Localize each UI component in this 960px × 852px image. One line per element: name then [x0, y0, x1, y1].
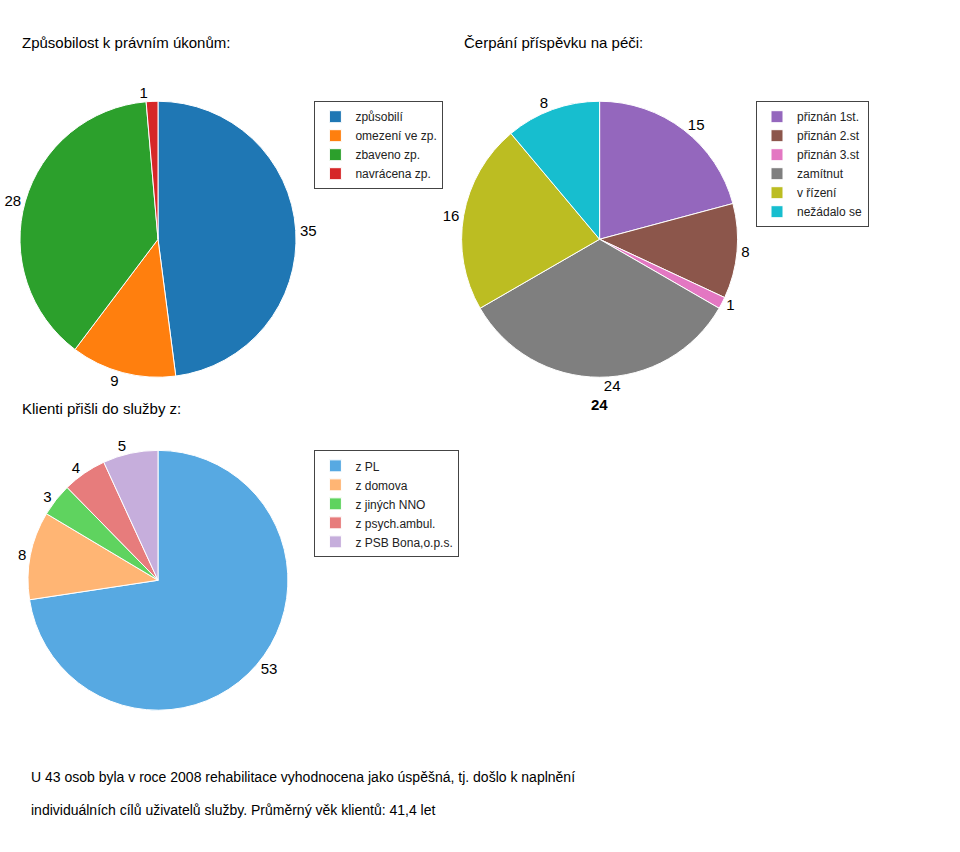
svg-text:9: 9: [110, 372, 118, 389]
svg-text:53: 53: [261, 660, 278, 677]
svg-text:z PSB Bona,o.p.s.: z PSB Bona,o.p.s.: [355, 536, 452, 550]
svg-text:1: 1: [726, 296, 734, 313]
svg-text:Čerpání příspěvku na péči:: Čerpání příspěvku na péči:: [464, 34, 643, 51]
svg-text:přiznán 3.st: přiznán 3.st: [797, 148, 860, 162]
svg-text:U 43 osob byla v roce 2008 reh: U 43 osob byla v roce 2008 rehabilitace …: [31, 769, 575, 785]
svg-text:navrácena zp.: navrácena zp.: [355, 167, 430, 181]
svg-text:nežádalo se: nežádalo se: [797, 205, 862, 219]
svg-text:z jiných NNO: z jiných NNO: [355, 498, 425, 512]
svg-text:Klienti přišli do služby z:: Klienti přišli do služby z:: [22, 400, 181, 417]
svg-text:24: 24: [604, 377, 621, 394]
svg-text:z psych.ambul.: z psych.ambul.: [355, 517, 435, 531]
svg-text:v řízení: v řízení: [797, 186, 837, 200]
svg-text:35: 35: [300, 222, 317, 239]
svg-text:5: 5: [118, 437, 126, 454]
svg-text:z domova: z domova: [355, 479, 407, 493]
svg-text:zamítnut: zamítnut: [797, 167, 844, 181]
svg-text:přiznán 1st.: přiznán 1st.: [797, 110, 859, 124]
svg-text:zbaveno zp.: zbaveno zp.: [355, 148, 420, 162]
svg-text:3: 3: [43, 488, 51, 505]
svg-text:15: 15: [688, 116, 705, 133]
svg-text:28: 28: [4, 192, 21, 209]
svg-text:4: 4: [72, 459, 80, 476]
svg-text:omezení ve zp.: omezení ve zp.: [355, 129, 436, 143]
svg-text:Způsobilost k právním úkonům:: Způsobilost k právním úkonům:: [22, 34, 230, 51]
svg-text:individuálních cílů uživatelů: individuálních cílů uživatelů služby. Pr…: [31, 802, 435, 818]
svg-text:24: 24: [591, 396, 608, 413]
svg-text:1: 1: [139, 84, 147, 101]
svg-text:způsobilí: způsobilí: [355, 110, 403, 124]
svg-text:přiznán 2.st: přiznán 2.st: [797, 129, 860, 143]
svg-text:16: 16: [443, 207, 460, 224]
svg-text:z PL: z PL: [355, 460, 379, 474]
svg-text:8: 8: [18, 546, 26, 563]
svg-text:8: 8: [540, 94, 548, 111]
svg-text:8: 8: [741, 243, 749, 260]
